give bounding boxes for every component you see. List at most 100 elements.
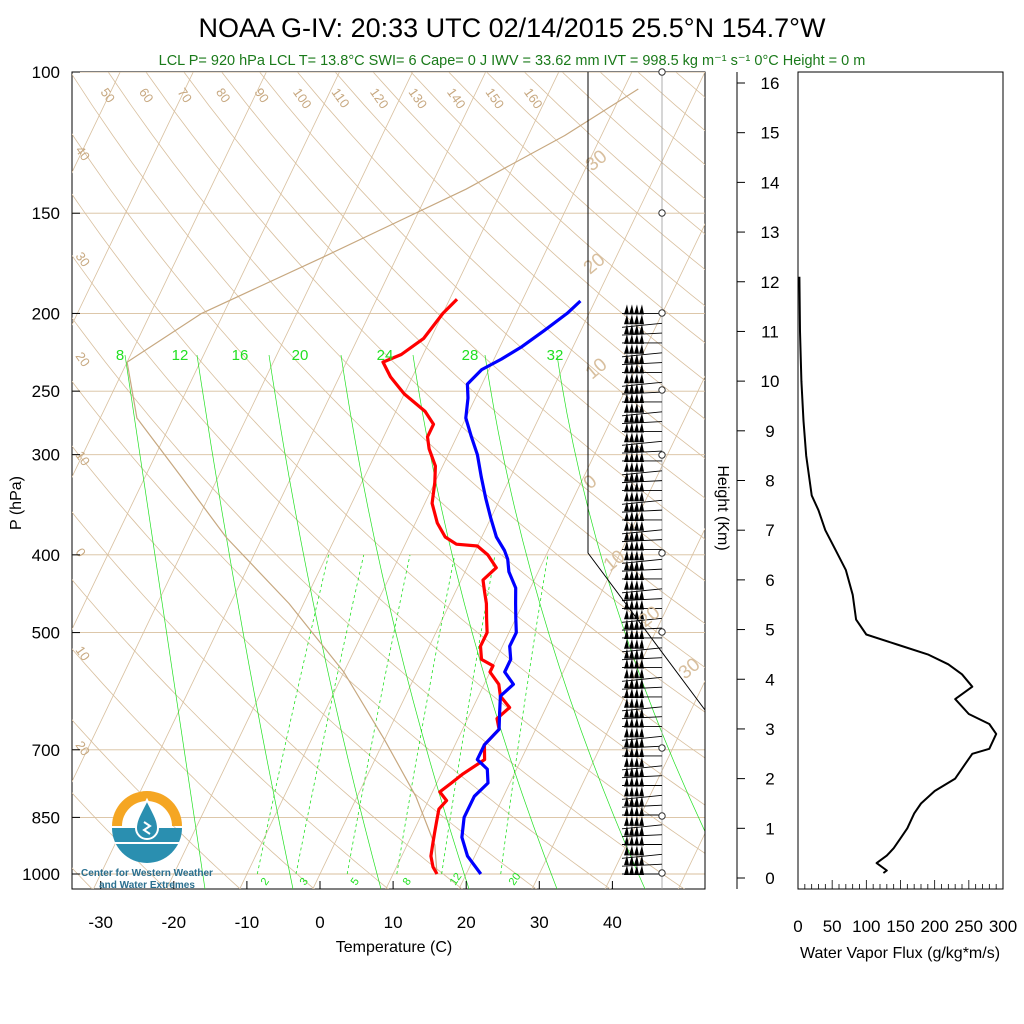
- wind-barb-staff: [621, 706, 663, 712]
- adiabat-label-top: 80: [213, 85, 234, 105]
- mixing-ratio-line: [396, 554, 456, 875]
- calm-wind-marker: [658, 209, 666, 217]
- wind-barb-flag: [639, 737, 644, 748]
- wind-barb-flag: [629, 815, 634, 826]
- pressure-tick-label: 150: [32, 204, 60, 223]
- wind-barb-flag: [639, 461, 644, 472]
- wind-barb: [622, 304, 662, 315]
- mixing-ratio-label: 5: [349, 876, 362, 888]
- wind-barb-flag: [624, 383, 629, 394]
- isotherm: [531, 527, 705, 889]
- dry-adiabat: [486, 72, 705, 271]
- isotherm: [166, 72, 560, 889]
- isotherm: [72, 72, 414, 783]
- temperature-tick-label: -20: [162, 913, 187, 932]
- wind-barb: [621, 373, 663, 387]
- wind-barb-flag: [624, 786, 629, 797]
- height-tick-label: 12: [761, 273, 780, 292]
- wind-barb-flag: [624, 333, 629, 344]
- isotherm-label-right: 20: [580, 249, 610, 279]
- wind-barb: [621, 383, 663, 395]
- wind-barb-flag: [639, 501, 644, 512]
- wind-barb: [622, 392, 662, 403]
- wind-barb-flag: [624, 805, 629, 816]
- wind-barb-flag: [624, 560, 629, 571]
- wind-barb: [621, 815, 663, 830]
- wind-barb-flag: [629, 727, 634, 738]
- dry-adiabat: [72, 133, 705, 759]
- wind-barb: [621, 501, 663, 513]
- mixing-ratio-label: 8: [401, 876, 414, 888]
- height-tick-label: 5: [765, 621, 774, 640]
- wind-barb-flag: [634, 540, 639, 551]
- dry-adiabat: [72, 792, 167, 889]
- isotherm-label-right: 0: [580, 471, 602, 494]
- moist-adiabat-label: 20: [292, 347, 309, 364]
- wind-barb-flag: [624, 825, 629, 836]
- calm-wind-marker: [658, 744, 666, 752]
- dry-adiabat: [72, 73, 705, 713]
- wind-barb-flag: [634, 589, 639, 600]
- wind-barb-flag: [639, 658, 644, 669]
- wind-barb-flag: [629, 373, 634, 384]
- wind-barb-flag: [634, 658, 639, 669]
- wind-barb-flag: [624, 510, 629, 521]
- flux-tick-label: 150: [886, 917, 914, 936]
- wind-barb-flag: [624, 402, 629, 413]
- wind-barb-flag: [624, 658, 629, 669]
- wind-barb-staff: [621, 381, 663, 387]
- wind-barb-staff: [621, 558, 663, 564]
- wind-barb-flag: [634, 855, 639, 866]
- wind-barb-flag: [629, 668, 634, 679]
- wind-barb-flag: [639, 540, 644, 551]
- moist-adiabat-label: 16: [232, 347, 249, 364]
- pressure-tick-label: 850: [32, 808, 60, 827]
- wind-barb-flag: [634, 501, 639, 512]
- wind-barb-flag: [629, 442, 634, 453]
- wind-barb-flag: [634, 619, 639, 630]
- height-tick-label: 16: [761, 74, 780, 93]
- wind-barb: [621, 756, 663, 771]
- skewt-grid: [72, 72, 705, 889]
- wind-barb-staff: [621, 352, 663, 358]
- temperature-tick-label: 10: [384, 913, 403, 932]
- wind-barb: [621, 343, 663, 358]
- wind-barb-flag: [639, 442, 644, 453]
- wind-barb: [621, 314, 663, 328]
- wind-barb-flag: [634, 363, 639, 374]
- dry-adiabat: [259, 72, 705, 499]
- wind-barb-flag: [629, 304, 634, 315]
- wind-barb-flag: [634, 343, 639, 354]
- height-tick-label: 4: [765, 670, 774, 689]
- moist-adiabat: [412, 354, 558, 889]
- wind-barb-flag: [624, 776, 629, 787]
- wind-barb-flag: [629, 737, 634, 748]
- adiabat-label-left: 10: [73, 448, 94, 468]
- wind-barb-flag: [639, 746, 644, 757]
- isotherm: [72, 72, 121, 174]
- wind-barb-flag: [624, 678, 629, 689]
- wind-barb-flag: [639, 324, 644, 335]
- adiabat-label-top: 50: [98, 85, 119, 105]
- wind-barb-flag: [639, 707, 644, 718]
- wind-barb-flag: [634, 796, 639, 807]
- isotherm: [677, 832, 705, 889]
- wind-barb-staff: [621, 588, 663, 594]
- dry-adiabat: [72, 579, 389, 889]
- wind-barb: [622, 628, 662, 639]
- temperature-tick-label: 40: [603, 913, 622, 932]
- adiabat-label-top: 60: [136, 85, 157, 105]
- wind-barb-flag: [629, 766, 634, 777]
- wind-barb-flag: [634, 530, 639, 541]
- wind-barb-flag: [629, 471, 634, 482]
- temperature-tick-label: 30: [530, 913, 549, 932]
- wind-barb-flag: [629, 835, 634, 846]
- wind-barb-flag: [629, 383, 634, 394]
- calm-wind-marker: [658, 549, 666, 557]
- wind-barb-flag: [624, 471, 629, 482]
- wind-barb-staff: [621, 617, 663, 623]
- dewpoint-line: [460, 299, 582, 875]
- wind-barb-flag: [624, 314, 629, 325]
